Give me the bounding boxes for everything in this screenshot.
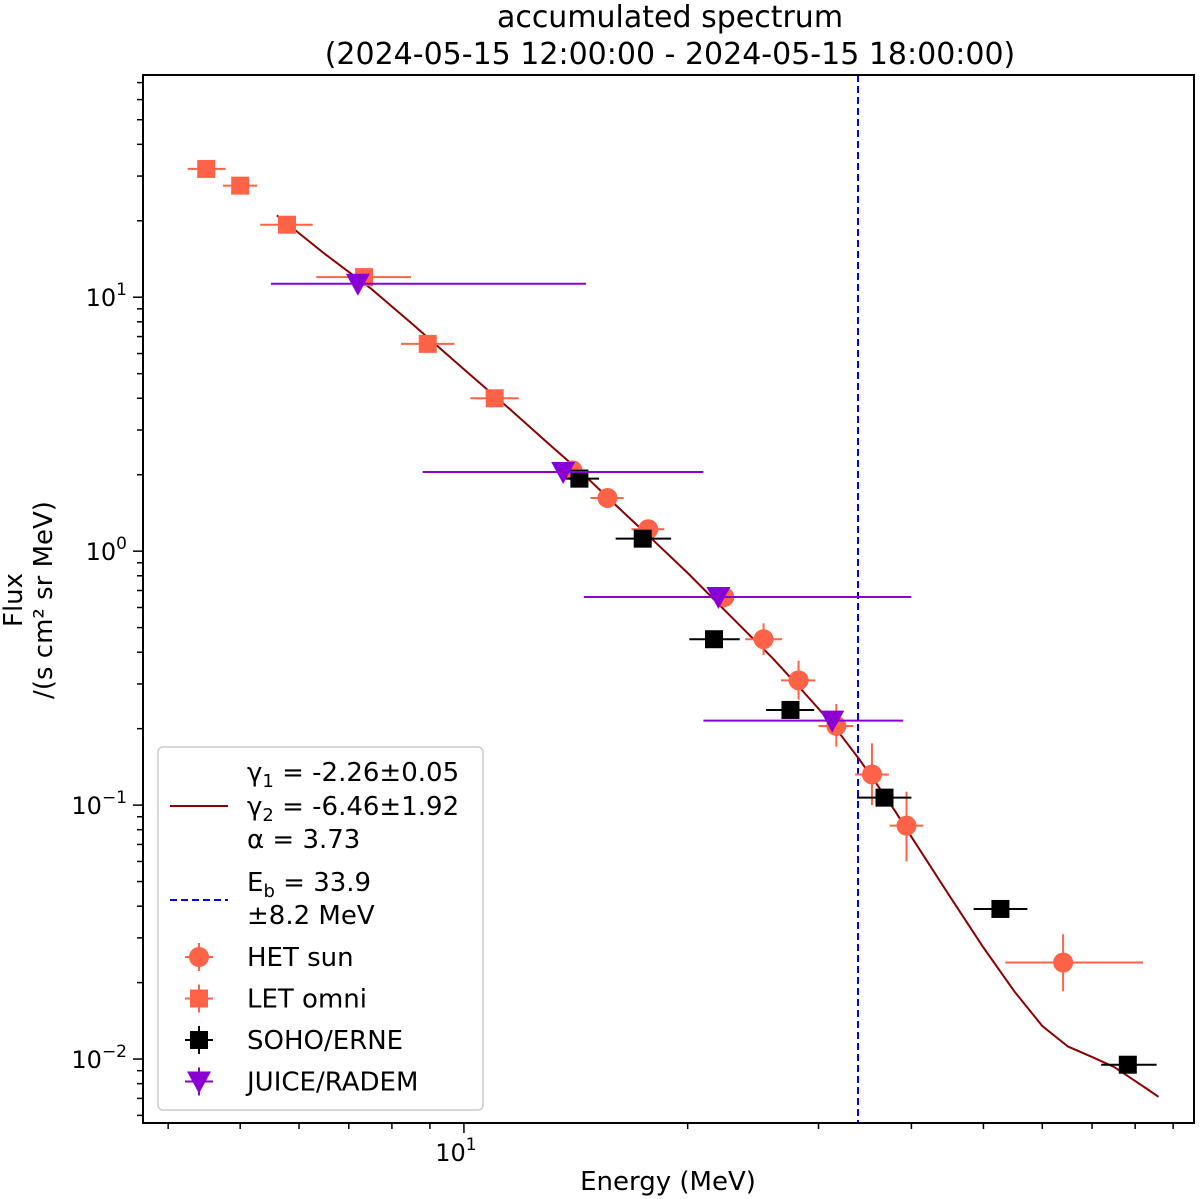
legend-marker [190,1031,208,1049]
x-tick-label: 101 [435,1135,476,1167]
series-juice-radem [270,273,912,733]
data-point [706,586,731,609]
x-axis-label: Energy (MeV) [580,1167,756,1197]
legend-break-uncertainty: ±8.2 MeV [247,901,375,931]
legend-break-energy: Eb = 33.9 [247,868,371,902]
legend-label: JUICE/RADEM [245,1068,418,1098]
data-point [896,815,917,836]
data-point [633,529,652,548]
data-point [597,487,618,508]
data-point [781,700,800,719]
data-point [1053,952,1074,973]
chart-subtitle: (2024-05-15 12:00:00 - 2024-05-15 18:00:… [325,37,1016,72]
series-soho-erne [560,469,1157,1074]
data-point [570,469,589,488]
chart-title: accumulated spectrum [497,0,843,35]
y-axis-label-line1: Flux [0,573,29,627]
legend-entry-let-omni: LET omni [185,984,367,1015]
legend-label: SOHO/ERNE [247,1026,403,1056]
data-point [991,899,1010,918]
legend-label: HET sun [247,943,354,973]
y-tick-label: 10−2 [71,1042,127,1074]
legend-marker [187,1071,211,1094]
data-point [705,630,724,649]
data-point [820,710,845,733]
data-point [485,389,504,408]
legend-entry-soho-erne: SOHO/ERNE [185,1026,403,1056]
legend-marker [189,947,209,967]
data-point [788,670,809,691]
legend-entry-juice-radem: JUICE/RADEM [185,1067,418,1098]
legend-entry-het-sun: HET sun [185,943,354,973]
y-axis-label-line2: /(s cm² sr MeV) [29,501,59,699]
y-tick-label: 101 [86,280,127,312]
y-tick-label: 100 [86,534,127,566]
legend-fit-gamma2: γ2 = -6.46±1.92 [247,792,459,826]
data-point [231,176,250,195]
data-point [861,764,882,785]
legend-box [157,746,484,1111]
series-let-omni [187,159,519,408]
data-point [551,461,576,484]
data-point [753,629,774,650]
legend-fit-gamma1: γ1 = -2.26±0.05 [247,758,459,792]
data-point [418,334,437,353]
data-point [277,215,296,234]
legend: γ1 = -2.26±0.05 γ2 = -6.46±1.92 α = 3.73… [157,746,484,1111]
data-point [197,159,216,178]
plot-frame [142,74,1195,1124]
data-point [1118,1055,1137,1074]
plot-area [187,75,1160,1123]
data-point [345,273,370,296]
legend-marker [190,989,208,1008]
y-tick-label: 10−1 [71,788,127,820]
legend-label: LET omni [247,985,367,1015]
data-point [875,788,894,807]
legend-fit-alpha: α = 3.73 [247,825,360,855]
